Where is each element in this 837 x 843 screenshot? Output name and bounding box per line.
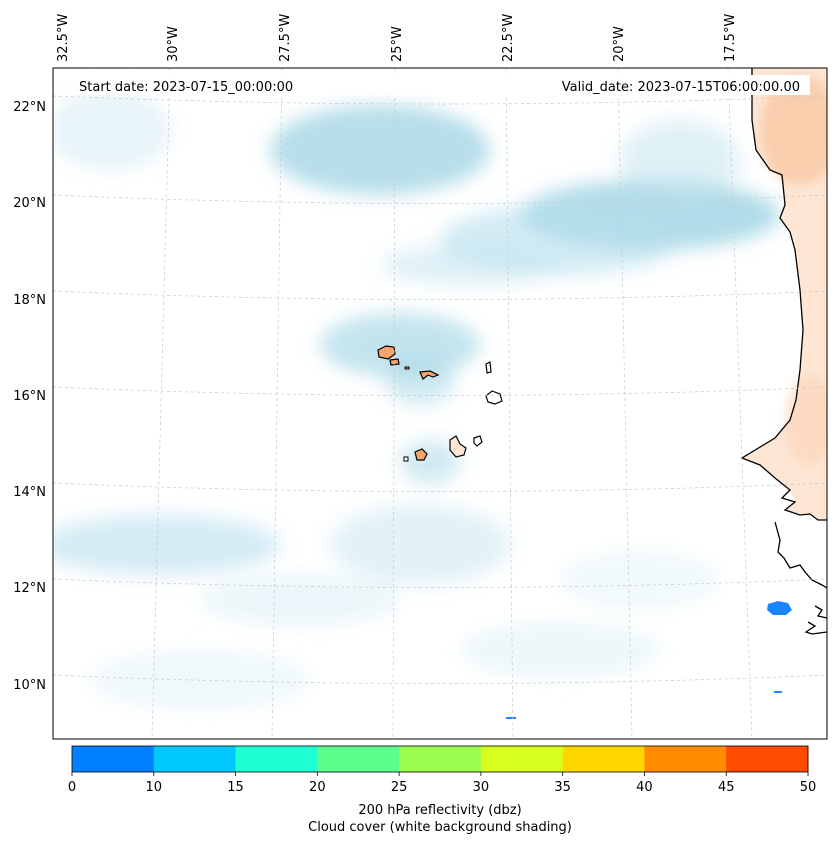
gridlines [45,68,827,739]
colorbar-label-reflectivity: 200 hPa reflectivity (dbz) [358,803,521,818]
meridian [727,68,753,739]
lon-label: 25°W [390,26,405,62]
island-boa-vista [485,390,503,405]
colorbar-border [71,745,809,773]
map-area[interactable]: Start date: 2023-07-15_00:00:00 Valid_da… [40,68,837,739]
lon-label: 17.5°W [723,14,738,62]
colorbar-swatch [644,746,727,772]
colorbar-tick-label: 15 [227,780,244,795]
island-santo-antao [377,345,396,360]
latitude-labels: 22°N 20°N 18°N 16°N 14°N 12°N 10°N [13,100,46,693]
lat-label: 20°N [13,196,46,211]
reflectivity-layer [506,601,792,719]
colorbar-swatch [235,746,318,772]
colorbar-swatch [726,746,809,772]
island-santiago [449,435,467,458]
colorbar-label-cloud-cover: Cloud cover (white background shading) [308,820,572,835]
cloud-patch [385,355,455,405]
lon-label: 27.5°W [278,14,293,62]
parallel [53,95,827,105]
lat-label: 22°N [13,100,46,115]
lat-label: 16°N [13,389,46,404]
colorbar-tick-label: 45 [718,780,735,795]
island-sal [485,361,492,374]
cloud-patch [460,622,660,678]
colorbar-swatch [562,746,645,772]
colorbar-ticks: 0 10 15 20 25 30 35 40 45 50 [68,772,816,795]
colorbar-swatch [317,746,400,772]
meridian [151,68,171,739]
meridian [617,68,633,739]
cloud-patch [53,515,280,575]
header-box [72,75,810,95]
map-border [52,67,828,740]
parallel [53,386,827,396]
reflectivity-cell [767,601,792,615]
start-date-label: Start date: 2023-07-15_00:00:00 [79,80,293,95]
colorbar-tick-label: 0 [68,780,76,795]
island-santa-luzia [404,366,410,370]
colorbar-swatch [480,746,564,772]
reflectivity-cell [506,717,516,719]
colorbar-tick-label: 30 [473,780,490,795]
longitude-labels: 32.5°W 30°W 27.5°W 25°W 22.5°W 20°W 17.5… [56,14,738,62]
cloud-patch [560,550,720,610]
meridian [271,68,283,739]
lon-label: 22.5°W [501,14,516,62]
island-brava [403,456,409,462]
parallel [53,578,827,588]
sierra-leone-coastline [804,605,827,635]
guinea-coast-land [775,520,827,585]
parallel [53,482,827,492]
desert-shading [760,75,827,465]
colorbar-tick-label: 50 [800,780,817,795]
colorbar-tick-label: 25 [391,780,408,795]
lat-label: 14°N [13,485,46,500]
colorbar-tick-label: 20 [309,780,326,795]
colorbar-swatch [153,746,237,772]
colorbar-tick-label: 35 [554,780,571,795]
colorbar-swatch [72,746,155,772]
island-maio [473,435,483,447]
colorbar-swatch [399,746,482,772]
cloud-patch [200,575,400,625]
cloud-patch [53,90,170,170]
cloud-patch [270,105,490,195]
colorbar: 0 10 15 20 25 30 35 40 45 50 200 hPa reflectivity… [68,745,816,835]
cloud-patch [380,245,560,285]
island-sao-vicente [389,358,400,366]
africa-coastline [740,68,827,521]
cloud-patch [90,650,310,710]
cloud-patch [330,505,510,585]
colorbar-tick-label: 10 [146,780,163,795]
lon-label: 20°W [612,26,627,62]
lat-label: 18°N [13,293,46,308]
parallel [53,194,827,204]
cloud-patch [400,440,460,484]
island-sao-nicolau [419,370,440,380]
guinea-coastline [774,521,827,589]
lon-label: 30°W [166,26,181,62]
cape-verde-islands [377,345,503,462]
parallel [53,290,827,300]
meridian [505,68,514,739]
lat-label: 12°N [13,581,46,596]
reflectivity-cell [774,691,782,693]
valid-date-label: Valid_date: 2023-07-15T06:00:00.00 [562,80,800,95]
colorbar-swatches [72,746,809,772]
meridian [45,68,52,739]
cloud-cover-layer [53,90,780,710]
meridian [392,68,396,739]
cloud-patch [620,120,740,200]
lon-label: 32.5°W [56,14,71,62]
parallel [53,674,827,684]
lat-label: 10°N [13,678,46,693]
island-fogo [414,448,428,461]
colorbar-tick-label: 40 [636,780,653,795]
